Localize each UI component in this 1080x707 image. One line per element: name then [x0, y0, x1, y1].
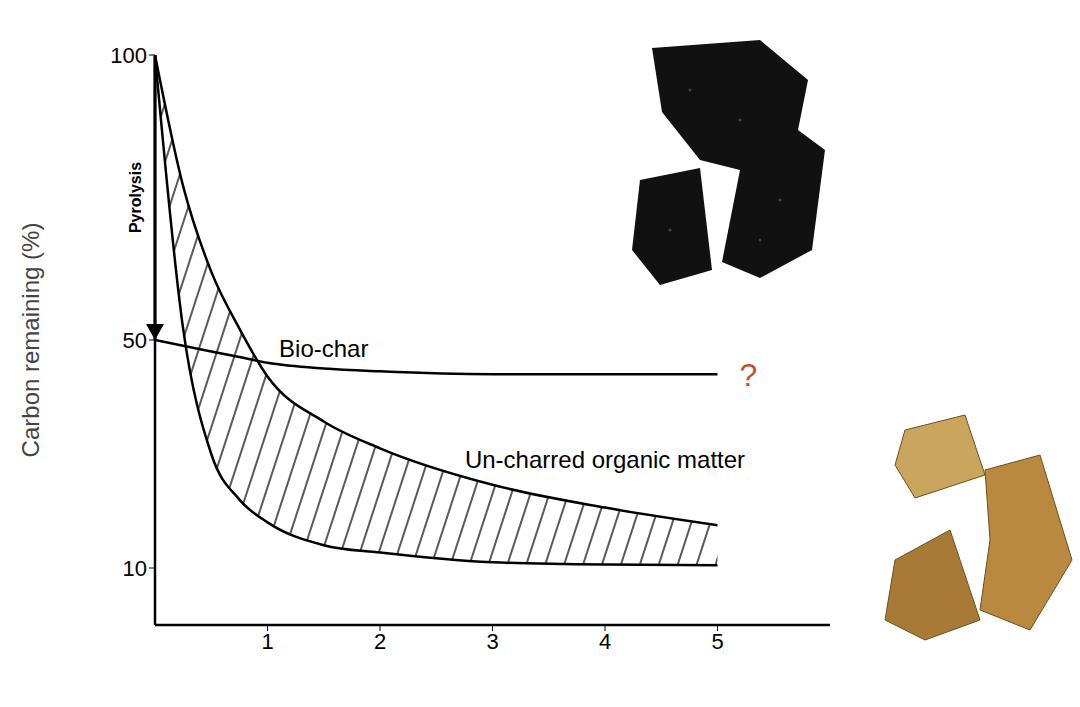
svg-text:100: 100: [110, 43, 147, 68]
svg-text:5: 5: [711, 629, 723, 654]
svg-text:Un-charred organic matter: Un-charred organic matter: [465, 446, 745, 473]
svg-text:2: 2: [374, 629, 386, 654]
svg-text:4: 4: [599, 629, 611, 654]
svg-text:Pyrolysis: Pyrolysis: [127, 162, 144, 233]
svg-text:Bio-char: Bio-char: [279, 335, 368, 362]
svg-text:Carbon remaining (%): Carbon remaining (%): [17, 223, 44, 458]
svg-text:3: 3: [486, 629, 498, 654]
svg-text:10: 10: [123, 556, 147, 581]
svg-text:50: 50: [123, 328, 147, 353]
svg-text:1: 1: [261, 629, 273, 654]
svg-text:?: ?: [740, 357, 758, 393]
